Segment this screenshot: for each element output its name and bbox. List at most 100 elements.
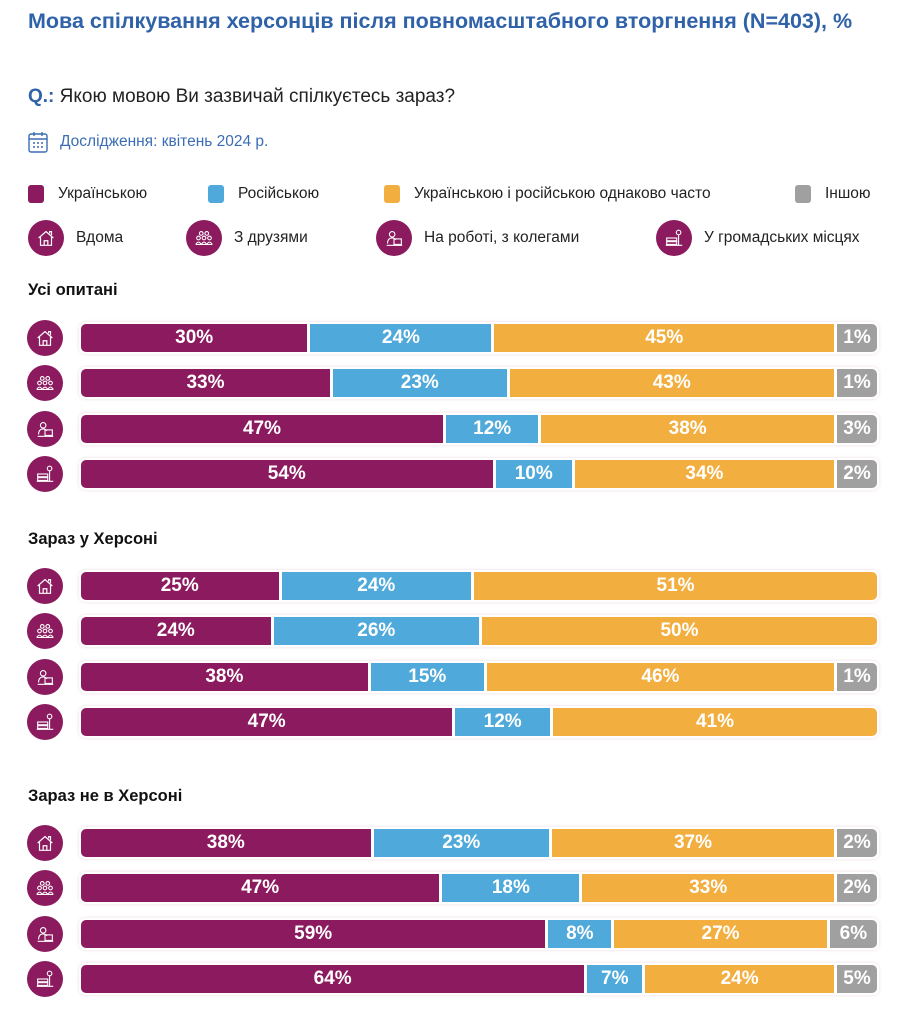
legend-label: Українською: [58, 185, 148, 202]
bar-segment-russian: 23%: [373, 829, 549, 857]
calendar-icon: [28, 132, 48, 153]
legend-item: Українською: [28, 185, 147, 203]
bar-value-label: 27%: [701, 923, 740, 944]
bar-value-label: 30%: [175, 327, 214, 348]
legend-swatch: [384, 185, 400, 203]
bar-segment-both: 50%: [482, 617, 877, 645]
context-label: У громадських місцях: [704, 229, 860, 246]
home-icon: [37, 578, 53, 594]
bar-segment-both: 51%: [474, 572, 877, 600]
bar-segment-other: 1%: [837, 324, 877, 352]
work-icon: [37, 927, 54, 942]
legend-swatch: [795, 185, 811, 203]
study-text: Дослідження: квітень 2024 р.: [60, 133, 269, 150]
home-icon: [38, 230, 54, 246]
bar-segment-russian: 12%: [445, 415, 539, 443]
bar-segment-russian: 24%: [310, 324, 492, 352]
bar-value-label: 24%: [357, 575, 396, 596]
work-icon: [37, 422, 54, 437]
bar-segment-both: 43%: [509, 369, 834, 397]
bar-segment-both: 37%: [551, 829, 834, 857]
bar-segment-ukrainian: 38%: [81, 829, 371, 857]
bar-segment-other: 1%: [837, 369, 877, 397]
bar-value-label: 23%: [400, 372, 439, 393]
group-heading: Зараз не в Херсоні: [28, 787, 183, 805]
row-icon-circle: [27, 659, 63, 695]
bar-segment-ukrainian: 59%: [81, 920, 546, 948]
bar-value-label: 23%: [442, 832, 481, 853]
bar-value-label: 50%: [660, 620, 699, 641]
bar-segment-ukrainian: 24%: [81, 617, 271, 645]
context-icon-circle: [186, 220, 222, 256]
legend-item: Українською і російською однаково часто: [384, 185, 711, 203]
bar-segment-russian: 7%: [587, 965, 643, 993]
bar-value-label: 18%: [491, 877, 530, 898]
bar-segment-other: 3%: [837, 415, 877, 443]
bar-segment-russian: 23%: [333, 369, 507, 397]
friends-icon: [36, 881, 54, 895]
bar-value-label: 2%: [843, 877, 871, 898]
context-legend-item: З друзями: [186, 220, 308, 256]
bar-segment-ukrainian: 64%: [81, 965, 585, 993]
study-date: Дослідження: квітень 2024 р.: [28, 131, 268, 153]
bar-value-label: 47%: [247, 711, 286, 732]
bar-value-label: 7%: [601, 968, 629, 989]
work-icon: [37, 670, 54, 685]
bar-segment-russian: 24%: [281, 572, 472, 600]
home-icon: [37, 330, 53, 346]
bar-value-label: 47%: [241, 877, 280, 898]
bar-value-label: 45%: [645, 327, 684, 348]
stacked-bar: 47% 18% 33% 2%: [79, 872, 879, 904]
stacked-bar: 38% 15% 46% 1%: [79, 661, 879, 693]
context-legend-item: Вдома: [28, 220, 123, 256]
bar-value-label: 38%: [205, 666, 244, 687]
row-icon-circle: [27, 568, 63, 604]
stacked-bar: 47% 12% 38% 3%: [79, 413, 879, 445]
bar-value-label: 26%: [357, 620, 396, 641]
group-heading: Зараз у Херсоні: [28, 530, 158, 548]
home-icon: [37, 835, 53, 851]
bar-value-label: 34%: [685, 463, 724, 484]
bar-segment-ukrainian: 38%: [81, 663, 368, 691]
bar-segment-russian: 26%: [273, 617, 479, 645]
legend-swatch: [208, 185, 224, 203]
bar-segment-other: 1%: [837, 663, 877, 691]
bar-segment-russian: 12%: [455, 708, 551, 736]
stacked-bar: 64% 7% 24% 5%: [79, 963, 879, 995]
bar-value-label: 1%: [843, 372, 871, 393]
bar-value-label: 15%: [408, 666, 447, 687]
bar-value-label: 6%: [839, 923, 868, 944]
bar-value-label: 43%: [652, 372, 691, 393]
bar-segment-russian: 15%: [370, 663, 484, 691]
chart-title: Мова спілкування херсонців після повнома…: [28, 9, 853, 33]
row-icon-circle: [27, 870, 63, 906]
stacked-bar: 30% 24% 45% 1%: [79, 322, 879, 354]
context-icon-circle: [28, 220, 64, 256]
stacked-bar: 25% 24% 51%: [79, 570, 879, 602]
context-icon-circle: [656, 220, 692, 256]
bar-value-label: 8%: [566, 923, 594, 944]
question-text: Якою мовою Ви зазвичай спілкуєтесь зараз…: [54, 86, 456, 107]
bar-segment-ukrainian: 47%: [81, 708, 453, 736]
row-icon-circle: [27, 916, 63, 952]
bar-value-label: 3%: [843, 418, 871, 439]
bar-segment-ukrainian: 33%: [81, 369, 330, 397]
stacked-bar: 24% 26% 50%: [79, 615, 879, 647]
legend-swatch: [28, 185, 44, 203]
bar-value-label: 33%: [689, 877, 728, 898]
context-label: На роботі, з колегами: [424, 229, 580, 246]
bar-value-label: 59%: [294, 923, 333, 944]
bar-segment-ukrainian: 47%: [81, 415, 443, 443]
bar-value-label: 12%: [483, 711, 522, 732]
legend-item: Іншою: [795, 185, 871, 203]
bar-value-label: 5%: [843, 968, 871, 989]
bar-segment-ukrainian: 25%: [81, 572, 279, 600]
bar-value-label: 10%: [514, 463, 553, 484]
bar-segment-ukrainian: 54%: [81, 460, 493, 488]
row-icon-circle: [27, 365, 63, 401]
bar-value-label: 1%: [843, 327, 871, 348]
context-label: З друзями: [234, 229, 308, 246]
bar-segment-both: 24%: [645, 965, 834, 993]
legend-label: Українською і російською однаково часто: [414, 185, 711, 202]
